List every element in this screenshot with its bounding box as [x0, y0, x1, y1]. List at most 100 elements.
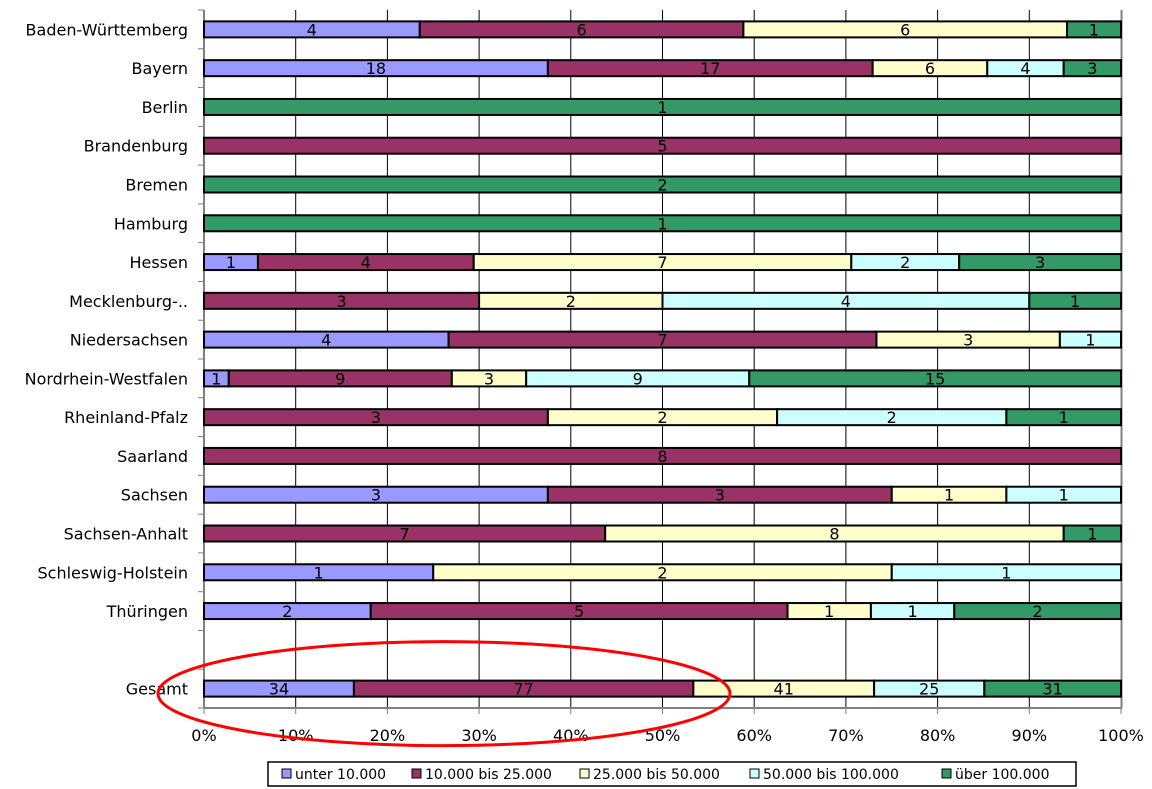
category-label: Schleswig-Holstein	[38, 563, 188, 582]
x-tick-label-2: 20%	[370, 726, 406, 745]
bar-value-label: 2	[657, 408, 667, 427]
bar-segment	[748, 369, 1122, 388]
legend-swatch	[281, 768, 292, 779]
bar-value-label: 1	[657, 214, 667, 233]
bar-segment	[203, 136, 1122, 155]
bar-value-label: 1	[1070, 292, 1080, 311]
category-label: Gesamt	[126, 680, 188, 699]
category-labels: Baden-Württemberg Bayern Berlin Brandenburg…	[25, 20, 188, 698]
legend-swatch	[749, 768, 760, 779]
legend-entry: über 100.000	[955, 767, 1049, 783]
bar-value-label: 3	[336, 292, 346, 311]
bar-value-label: 4	[841, 292, 851, 311]
legend-entry: 50.000 bis 100.000	[763, 767, 899, 783]
x-tick-label-9: 90%	[1012, 726, 1048, 745]
bar-value-label: 6	[900, 20, 910, 39]
bar-segment	[203, 97, 1122, 116]
bar-segment	[203, 446, 1122, 465]
category-label: Bremen	[125, 176, 188, 195]
category-label: Brandenburg	[84, 137, 188, 156]
bar-value-label: 6	[576, 20, 586, 39]
category-label: Thüringen	[106, 602, 188, 621]
bar-value-label: 9	[633, 369, 643, 388]
bar-value-label: 9	[335, 369, 345, 388]
x-tick-label-5: 50%	[645, 726, 681, 745]
legend-swatch	[411, 768, 422, 779]
bar-value-label: 8	[657, 447, 667, 466]
bar-value-label: 1	[1089, 20, 1099, 39]
bar-value-label: 2	[657, 176, 667, 195]
bar-segment	[1062, 59, 1122, 78]
bar-value-label: 31	[1042, 680, 1062, 699]
bar-value-label: 8	[829, 525, 839, 544]
bar-value-label: 5	[574, 602, 584, 621]
bar-value-label: 1	[1059, 408, 1069, 427]
bar-value-label: 2	[566, 292, 576, 311]
bar-value-label: 6	[925, 59, 935, 78]
legend-swatch	[579, 768, 590, 779]
category-label: Hamburg	[114, 214, 188, 233]
legend: unter 10.000 10.000 bis 25.000 25.000 bis …	[267, 761, 1077, 787]
legend-box	[267, 761, 1077, 787]
category-label: Rheinland-Pfalz	[64, 408, 188, 427]
bar-segment	[890, 563, 1122, 582]
legend-entry: unter 10.000	[295, 767, 386, 783]
bar-segment	[953, 602, 1122, 621]
legend-entry: 25.000 bis 50.000	[593, 767, 720, 783]
legend-entry: 10.000 bis 25.000	[425, 767, 552, 783]
x-tick-label-3: 30%	[461, 726, 497, 745]
bar-segment	[203, 175, 1122, 194]
category-label: Niedersachsen	[70, 331, 188, 350]
bar-value-label: 3	[963, 331, 973, 350]
category-label: Bayern	[131, 59, 188, 78]
bar-value-label: 4	[321, 331, 331, 350]
x-tick-label-6: 60%	[736, 726, 772, 745]
bar-segment	[1005, 408, 1122, 427]
bar-value-label: 4	[1020, 59, 1030, 78]
bar-segment	[983, 679, 1122, 698]
x-tick-label-10: 100%	[1098, 726, 1144, 745]
bar-value-label: 2	[900, 253, 910, 272]
bar-value-label: 3	[715, 486, 725, 505]
bar-segment	[1028, 291, 1123, 310]
bar-value-label: 1	[314, 563, 324, 582]
bar-segment	[1062, 524, 1122, 543]
bar-value-label: 5	[657, 137, 667, 156]
bar-value-label: 3	[1035, 253, 1045, 272]
bar-value-label: 1	[907, 602, 917, 621]
category-label: Berlin	[142, 98, 188, 117]
bar-value-label: 18	[366, 59, 386, 78]
category-label: Nordrhein-Westfalen	[25, 369, 188, 388]
bar-value-label: 7	[657, 253, 667, 272]
bar-value-label: 2	[282, 602, 292, 621]
bar-value-label: 25	[919, 680, 939, 699]
bar-value-label: 3	[371, 486, 381, 505]
bar-value-label: 1	[1085, 331, 1095, 350]
bar-value-label: 1	[944, 486, 954, 505]
bar-value-label: 2	[887, 408, 897, 427]
x-tick-labels: 0% 10% 20% 30% 40% 50% 60% 70% 80% 90% 100%	[191, 726, 1144, 745]
bar-value-label: 7	[400, 525, 410, 544]
bar-value-label: 2	[1033, 602, 1043, 621]
category-label: Hessen	[129, 253, 188, 272]
axis-layer	[198, 9, 1123, 714]
bar-value-label: 4	[307, 20, 317, 39]
bar-segment	[203, 214, 1122, 233]
bar-value-label: 41	[774, 680, 794, 699]
x-tick-label-8: 80%	[920, 726, 956, 745]
bar-value-label: 1	[824, 602, 834, 621]
bar-value-label: 15	[925, 369, 945, 388]
bar-value-label: 3	[1087, 59, 1097, 78]
bar-value-label: 1	[1001, 563, 1011, 582]
x-tick-label-7: 70%	[828, 726, 864, 745]
bar-value-label: 1	[211, 369, 221, 388]
bar-value-label: 1	[657, 98, 667, 117]
bar-value-label: 3	[484, 369, 494, 388]
bar-value-label: 3	[371, 408, 381, 427]
bar-value-label: 17	[700, 59, 720, 78]
bar-value-label: 1	[226, 253, 236, 272]
bar-value-label: 34	[269, 680, 289, 699]
bar-value-label: 4	[361, 253, 371, 272]
bar-segment	[958, 253, 1122, 272]
